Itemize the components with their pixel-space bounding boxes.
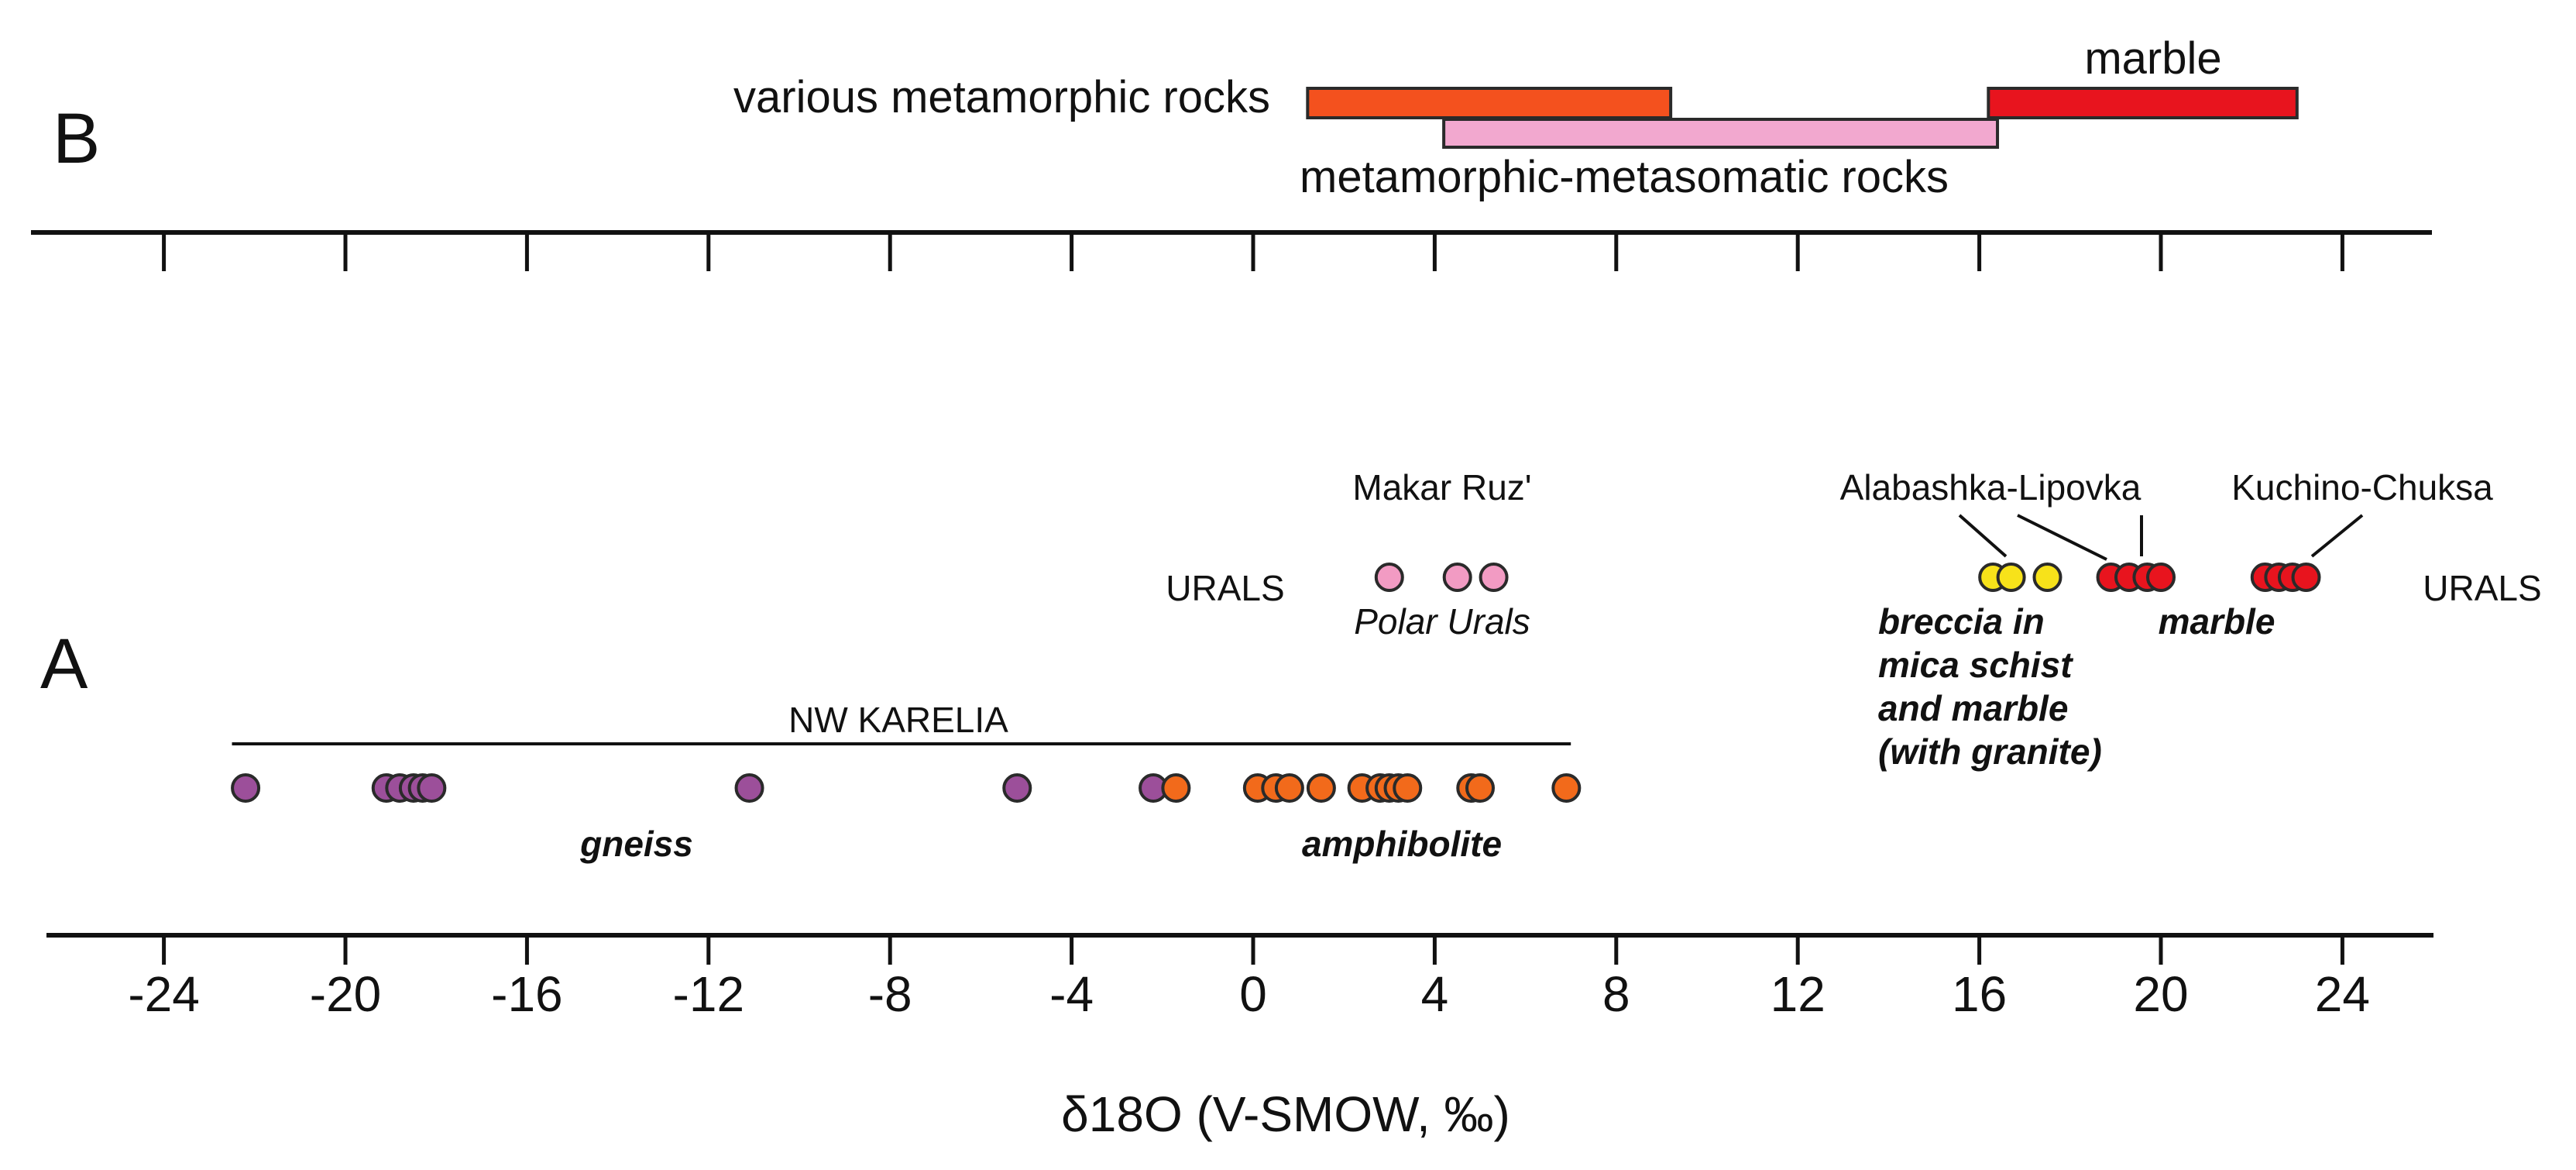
label-breccia-4: (with granite) [1878,731,2102,772]
tick-label-1: -20 [310,966,382,1022]
point-amphibolite-11 [1465,773,1495,803]
tick-label-8: 8 [1602,966,1630,1022]
point-breccia-1 [1996,563,2026,592]
label-urals-left: URALS [1166,568,1284,608]
panel-a-ticks [162,935,2344,965]
point-polar-1 [1442,563,1472,592]
x-axis-title: δ18O (V-SMOW, ‰) [1061,1086,1510,1142]
leader-alabashka-breccia [1958,514,2008,558]
point-polar-2 [1479,563,1509,592]
label-makar-ruz: Makar Ruz' [1352,467,1531,508]
tick-label-3: -12 [673,966,745,1022]
point-marble-3 [2146,563,2176,592]
label-breccia-2: mica schist [1878,645,2073,685]
label-kuchino: Kuchino-Chuksa [2231,467,2493,508]
tick-label-0: -24 [128,966,200,1022]
range-bar-marble [1987,87,2299,119]
label-breccia-1: breccia in [1878,601,2045,642]
tick-label-10: 16 [1952,966,2007,1022]
range-bar-metasomatic [1442,118,2000,149]
tick-labels: -24 -20 -16 -12 -8 -4 0 4 8 12 16 20 24 [128,966,2370,1022]
point-breccia-2 [2032,563,2063,592]
label-polar-urals: Polar Urals [1354,601,1530,642]
point-gneiss-5 [417,773,447,803]
point-amphibolite-0 [1161,773,1191,803]
label-nw-karelia: NW KARELIA [788,700,1008,740]
tick-label-5: -4 [1049,966,1094,1022]
point-gneiss-6 [734,773,764,803]
label-marble-range: marble [2084,33,2221,84]
tick-label-12: 24 [2315,966,2370,1022]
point-gneiss-7 [1002,773,1032,803]
label-urals-right: URALS [2423,568,2541,608]
leader-kuchino [2310,514,2364,558]
point-amphibolite-9 [1393,773,1423,803]
tick-label-7: 4 [1421,966,1449,1022]
point-gneiss-0 [231,773,261,803]
panel-b-ticks [162,232,2344,271]
tick-label-4: -8 [868,966,912,1022]
tick-label-9: 12 [1771,966,1826,1022]
point-amphibolite-3 [1274,773,1304,803]
panel-b-label: B [53,99,100,178]
label-marble-points: marble [2159,601,2275,642]
data-points [231,563,2321,803]
leader-alabashka-marble [2017,514,2107,561]
label-amphibolite: amphibolite [1302,824,1502,864]
label-gneiss: gneiss [579,824,693,864]
tick-label-11: 20 [2133,966,2188,1022]
label-alabashka: Alabashka-Lipovka [1840,467,2142,508]
point-amphibolite-12 [1551,773,1582,803]
point-amphibolite-4 [1306,773,1336,803]
point-marble-7 [2291,563,2321,592]
panel-a-label: A [40,625,88,704]
point-polar-0 [1374,563,1404,592]
label-breccia-3: and marble [1878,688,2068,728]
label-metamorphic-metasomatic: metamorphic-metasomatic rocks [1300,152,1949,202]
label-various-metamorphic: various metamorphic rocks [733,72,1270,122]
tick-label-6: 0 [1239,966,1267,1022]
range-bar-metamorphic [1306,87,1673,119]
tick-label-2: -16 [491,966,563,1022]
